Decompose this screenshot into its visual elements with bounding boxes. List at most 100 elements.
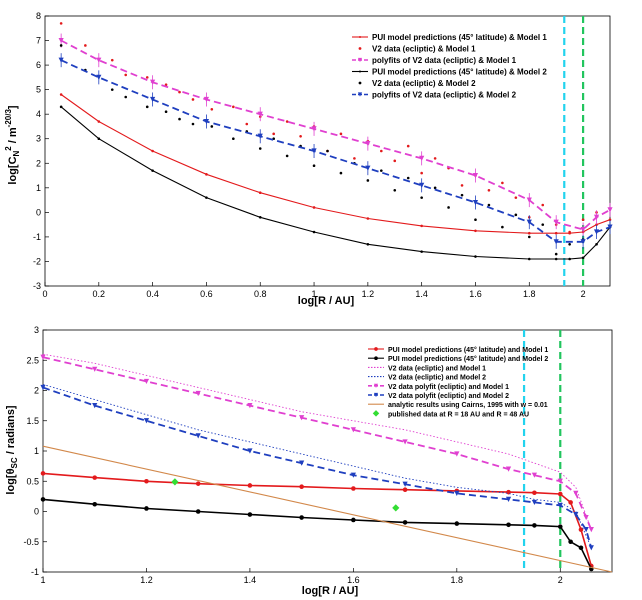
x-tick-label: 1.4 — [415, 289, 428, 299]
data-point — [460, 184, 464, 187]
legend-entry: PUI model predictions (45° latitude) & M… — [352, 68, 547, 77]
y-tick-label: 2 — [34, 386, 39, 396]
data-point — [40, 471, 46, 476]
data-point — [110, 88, 114, 91]
data-point — [588, 527, 594, 533]
data-point — [583, 527, 589, 533]
data-point — [232, 105, 235, 109]
y-tick-label: -3 — [33, 281, 41, 291]
data-point — [195, 390, 201, 397]
y-tick-label: 0.5 — [26, 476, 39, 486]
data-point — [151, 149, 154, 153]
x-tick-label: 0.8 — [254, 289, 267, 299]
data-point — [97, 137, 101, 141]
data-point — [357, 57, 363, 63]
x-tick-label: 1.2 — [362, 289, 375, 299]
data-point — [420, 196, 423, 199]
data-point — [247, 483, 253, 488]
data-point — [247, 512, 253, 517]
data-point — [568, 257, 571, 261]
legend-label: published data at R = 18 AU and R = 48 A… — [388, 411, 529, 418]
data-point — [210, 107, 214, 111]
data-point — [257, 133, 263, 139]
data-point — [374, 356, 378, 361]
y-tick-label: 1.5 — [26, 416, 39, 426]
data-point — [311, 126, 317, 132]
data-point — [447, 206, 450, 209]
y-tick-label: 1 — [36, 183, 41, 193]
data-point — [472, 172, 479, 179]
data-point — [380, 169, 383, 172]
data-point — [339, 171, 343, 175]
data-point — [366, 179, 370, 182]
data-point — [151, 169, 154, 172]
data-point — [608, 218, 612, 222]
data-point — [92, 366, 98, 372]
data-point — [195, 509, 201, 514]
data-point — [247, 448, 253, 454]
x-tick-label: 2 — [558, 575, 563, 585]
data-point — [357, 92, 363, 97]
data-point — [351, 517, 356, 523]
data-point — [595, 223, 598, 226]
data-point — [258, 147, 262, 150]
data-point — [96, 74, 102, 80]
series-0 — [59, 93, 612, 235]
data-point — [392, 504, 400, 512]
data-point — [59, 22, 63, 25]
data-point — [143, 378, 150, 385]
data-point — [506, 522, 511, 528]
data-point — [557, 524, 563, 529]
y-tick-label: 1 — [34, 446, 39, 456]
series-0 — [40, 471, 594, 569]
data-point — [171, 478, 179, 486]
data-point — [365, 141, 371, 147]
y-tick-label: -1 — [33, 232, 41, 242]
data-point — [59, 93, 63, 96]
data-point — [272, 132, 275, 136]
data-point — [339, 132, 343, 136]
y-tick-label: 2 — [36, 158, 41, 168]
y-tick-label: 3 — [34, 325, 39, 335]
data-point — [527, 231, 531, 235]
data-point — [191, 122, 195, 126]
data-point — [581, 256, 585, 260]
legend-label: polyfits of V2 data (ecliptic) & Model 2 — [372, 91, 517, 100]
legend-label: PUI model predictions (45° latitude) and… — [388, 355, 548, 363]
legend-entry: analytic results using Cairns, 1995 with… — [368, 402, 548, 409]
legend-entry: V2 data polyfit (ecliptic) and Model 2 — [368, 392, 509, 400]
y-tick-label: 8 — [36, 11, 41, 21]
bottom-chart-ticks: 1 1.2 1.4 1.6 1.8 2 -1 -0.5 0 0.5 1 1.5 2 2.5 3 — [23, 325, 562, 585]
data-point — [402, 481, 408, 487]
data-point — [358, 35, 362, 39]
data-point — [531, 499, 538, 506]
data-point — [351, 486, 356, 491]
data-point — [203, 96, 210, 103]
data-point — [353, 157, 356, 160]
legend-label: V2 data polyfit (ecliptic) and Model 2 — [388, 393, 509, 400]
data-point — [312, 206, 316, 209]
legend-entry: PUI model predictions (45° latitude) and… — [368, 346, 548, 354]
y-tick-label: -0.5 — [23, 537, 39, 547]
data-point — [454, 490, 460, 496]
x-tick-label: 1.6 — [469, 289, 482, 299]
data-point — [527, 235, 531, 239]
legend-label: PUI model predictions (45° latitude) & M… — [372, 68, 547, 77]
x-tick-label: 1.6 — [347, 575, 360, 585]
data-point — [581, 218, 585, 222]
data-point — [144, 478, 149, 484]
top-chart-legend: PUI model predictions (45° latitude) & M… — [352, 33, 547, 100]
data-point — [607, 224, 613, 230]
data-point — [92, 501, 98, 507]
data-point — [578, 545, 584, 551]
data-point — [419, 182, 425, 188]
legend-label: analytic results using Cairns, 1995 with… — [388, 402, 548, 409]
data-point — [350, 427, 356, 433]
series-2 — [42, 353, 592, 530]
data-point — [553, 239, 559, 245]
data-point — [531, 472, 538, 478]
data-point — [372, 410, 380, 417]
data-point — [420, 224, 423, 228]
y-tick-label: 2.5 — [26, 355, 39, 365]
